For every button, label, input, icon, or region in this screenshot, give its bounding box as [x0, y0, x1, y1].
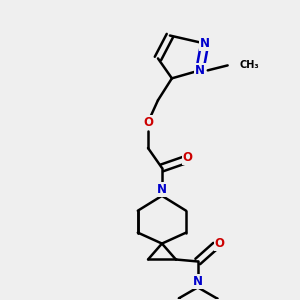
Text: CH₃: CH₃ — [240, 60, 259, 70]
Text: N: N — [193, 275, 203, 288]
Text: N: N — [157, 183, 167, 196]
Text: N: N — [200, 37, 210, 50]
Text: O: O — [183, 152, 193, 164]
Text: O: O — [143, 116, 153, 129]
Text: O: O — [215, 237, 225, 250]
Text: N: N — [195, 64, 205, 77]
